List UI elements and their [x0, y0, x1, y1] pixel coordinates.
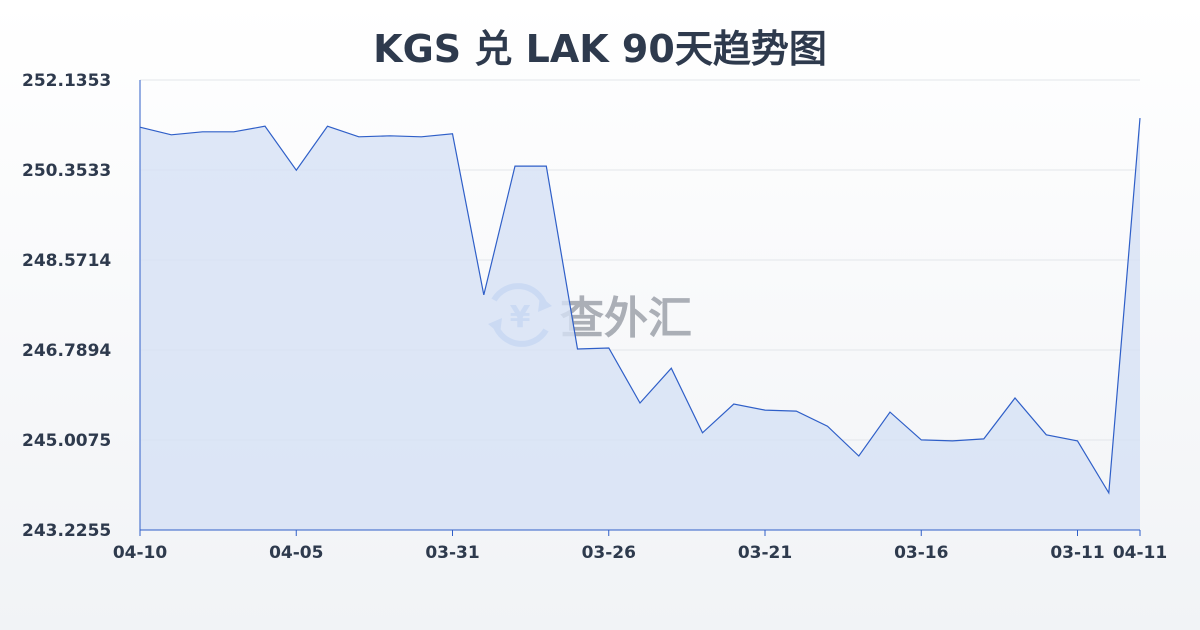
x-tick-label: 03-31 [425, 543, 479, 563]
series-area [140, 118, 1140, 530]
watermark-text: 查外汇 [560, 293, 692, 344]
x-tick-label: 04-11 [1113, 543, 1167, 563]
y-tick-label: 252.1353 [22, 71, 111, 91]
y-tick-label: 246.7894 [22, 341, 111, 361]
y-tick-label: 248.5714 [22, 251, 111, 271]
x-tick-label: 03-26 [582, 543, 636, 563]
y-tick-label: 243.2255 [22, 521, 111, 541]
x-tick-label: 04-10 [113, 543, 168, 563]
y-tick-label: 245.0075 [22, 431, 111, 451]
y-tick-label: 250.3533 [22, 161, 111, 181]
x-tick-label: 03-16 [894, 543, 948, 563]
x-tick-label: 04-05 [269, 543, 323, 563]
chart-title: KGS 兑 LAK 90天趋势图 [373, 27, 827, 71]
x-tick-label: 03-21 [738, 543, 792, 563]
x-tick-label: 03-11 [1050, 543, 1104, 563]
